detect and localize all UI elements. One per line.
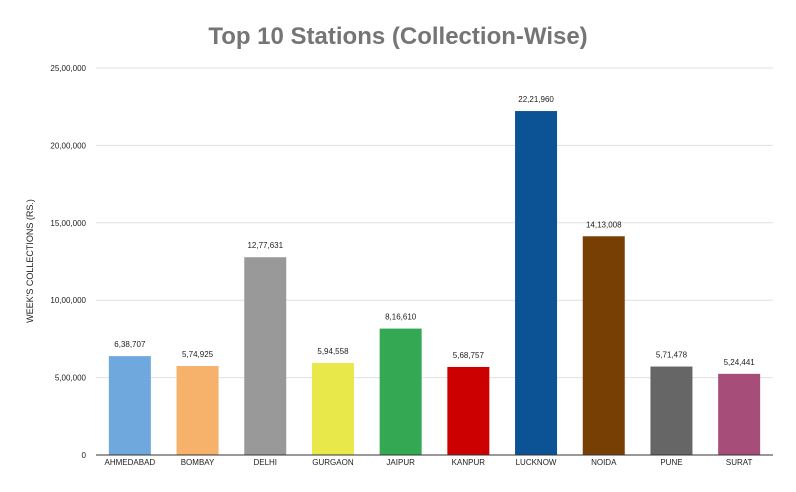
bar-pune — [650, 366, 693, 455]
bar-noida — [582, 236, 625, 455]
data-label: 12,77,631 — [247, 241, 283, 250]
x-tick-label: JAIPUR — [386, 458, 415, 467]
data-label: 5,94,558 — [317, 347, 349, 356]
bar-kanpur — [447, 366, 490, 455]
bar-lucknow — [515, 111, 558, 455]
data-labels: 6,38,707 5,74,925 12,77,631 5,94,558 8,16,61… — [114, 95, 755, 367]
data-label: 5,24,441 — [724, 358, 756, 367]
bar-ahmedabad — [108, 356, 151, 455]
bar-bombay — [176, 366, 219, 455]
bar-surat — [718, 373, 761, 455]
y-tick-label: 15,00,000 — [50, 219, 86, 228]
data-label: 5,74,925 — [182, 350, 214, 359]
x-tick-label: AHMEDABAD — [105, 458, 156, 467]
y-axis-ticks: 0 5,00,000 10,00,000 15,00,000 20,00,000 25,0… — [50, 64, 86, 460]
y-tick-label: 10,00,000 — [50, 296, 86, 305]
x-tick-label: PUNE — [660, 458, 682, 467]
y-axis-label: WEEK'S COLLECTIONS (RS.) — [25, 199, 35, 323]
x-tick-label: DELHI — [253, 458, 277, 467]
y-tick-label: 5,00,000 — [55, 374, 87, 383]
chart-title: Top 10 Stations (Collection-Wise) — [208, 23, 587, 50]
x-tick-label: GURGAON — [312, 458, 354, 467]
data-label: 22,21,960 — [518, 95, 554, 104]
x-axis-ticks: AHMEDABAD BOMBAY DELHI GURGAON JAIPUR KANPUR L… — [105, 458, 753, 467]
bar-jaipur — [379, 328, 422, 455]
y-tick-label: 25,00,000 — [50, 64, 86, 73]
x-tick-label: SURAT — [726, 458, 753, 467]
bars — [108, 111, 761, 455]
data-label: 14,13,008 — [586, 220, 622, 229]
x-tick-label: NOIDA — [591, 458, 617, 467]
data-label: 5,68,757 — [453, 351, 485, 360]
x-tick-label: KANPUR — [452, 458, 486, 467]
gridlines — [96, 67, 773, 379]
data-label: 8,16,610 — [385, 313, 417, 322]
y-tick-label: 0 — [82, 451, 87, 460]
y-tick-label: 20,00,000 — [50, 141, 86, 150]
x-tick-label: LUCKNOW — [516, 458, 557, 467]
bar-gurgaon — [311, 362, 354, 455]
x-tick-label: BOMBAY — [181, 458, 215, 467]
bar-delhi — [244, 257, 287, 455]
data-label: 5,71,478 — [656, 351, 688, 360]
data-label: 6,38,707 — [114, 340, 146, 349]
